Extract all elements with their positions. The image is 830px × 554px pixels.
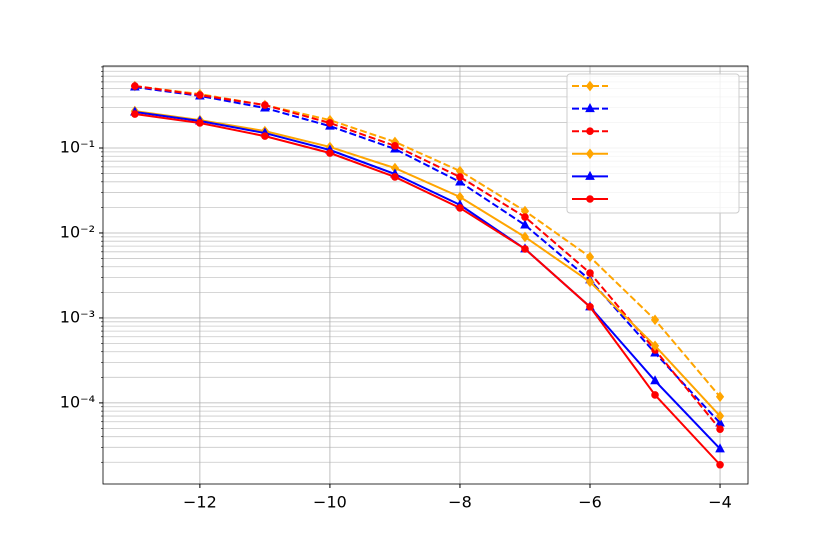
- marker: [650, 340, 660, 352]
- marker: [586, 303, 594, 311]
- x-tick-label: −4: [708, 493, 732, 512]
- series-line: [134, 85, 721, 398]
- series-line: [134, 86, 721, 424]
- marker: [456, 173, 464, 181]
- marker: [650, 314, 660, 326]
- series-line: [134, 113, 721, 466]
- marker: [326, 119, 334, 127]
- y-tick-label: 10⁻²: [60, 222, 95, 241]
- x-tick-label: −8: [448, 493, 472, 512]
- marker: [585, 251, 595, 263]
- series-line: [134, 111, 721, 450]
- marker: [455, 176, 465, 186]
- marker: [131, 110, 139, 118]
- marker: [651, 391, 659, 399]
- x-tick-label: −10: [313, 493, 347, 512]
- legend-marker: [585, 103, 595, 113]
- marker: [585, 276, 595, 288]
- marker: [520, 231, 530, 243]
- legend-marker: [585, 170, 595, 180]
- marker: [586, 269, 594, 277]
- marker: [715, 410, 725, 422]
- marker: [131, 82, 139, 90]
- legend-frame: [566, 73, 740, 214]
- marker: [521, 213, 529, 221]
- marker: [261, 132, 269, 140]
- marker: [716, 425, 724, 434]
- legend-marker: [585, 80, 595, 92]
- marker: [521, 245, 529, 253]
- marker: [650, 375, 660, 385]
- marker: [196, 91, 204, 99]
- marker: [391, 173, 399, 181]
- marker: [520, 219, 530, 229]
- legend-marker: [586, 195, 594, 203]
- y-tick-label: 10⁻¹: [60, 138, 95, 157]
- marker: [456, 204, 464, 212]
- y-tick-label: 10⁻³: [60, 307, 95, 326]
- marker: [261, 101, 269, 109]
- marker: [716, 460, 724, 469]
- marker: [715, 443, 725, 453]
- plot-frame: [102, 65, 749, 485]
- y-tick-label: 10⁻⁴: [60, 392, 95, 411]
- marker: [391, 142, 399, 150]
- x-tick-label: −6: [578, 493, 602, 512]
- marker: [196, 119, 204, 127]
- series-line: [134, 85, 721, 430]
- marker: [326, 149, 334, 157]
- legend-marker: [585, 148, 595, 160]
- marker: [715, 391, 725, 403]
- legend-marker: [586, 127, 594, 135]
- series-line: [134, 110, 721, 417]
- x-tick-label: −12: [183, 493, 217, 512]
